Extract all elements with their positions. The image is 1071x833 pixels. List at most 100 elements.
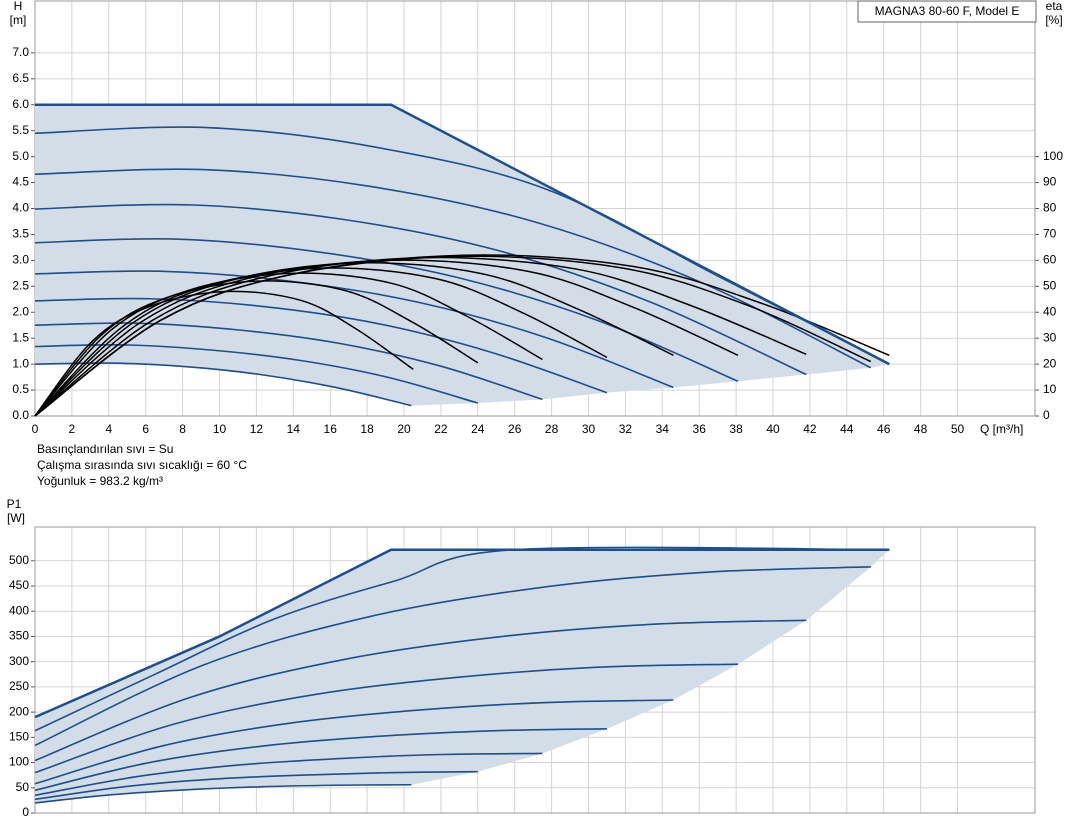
- y-tick-label: 200: [9, 704, 29, 718]
- y-tick-label: 450: [9, 578, 29, 592]
- x-tick-label: 34: [656, 422, 670, 436]
- x-tick-label: 32: [619, 422, 633, 436]
- curve: [34, 362, 412, 407]
- y2-tick-label: 50: [1043, 278, 1057, 292]
- x-tick-label: 20: [397, 422, 411, 436]
- x-tick-label: 22: [434, 422, 448, 436]
- x-tick-label: 18: [360, 422, 374, 436]
- y2-tick-label: 60: [1043, 253, 1057, 267]
- curve: [34, 783, 412, 804]
- y-tick-label: 6.0: [12, 97, 29, 111]
- x-tick-label: 36: [693, 422, 707, 436]
- y-tick-label: 350: [9, 629, 29, 643]
- y2-tick-label: 30: [1043, 330, 1057, 344]
- limit-curve: [35, 103, 890, 366]
- y-tick-label: 6.5: [12, 71, 29, 85]
- chart-title: MAGNA3 80-60 F, Model E: [875, 4, 1020, 18]
- y-tick-label: 400: [9, 603, 29, 617]
- x-tick-label: 38: [729, 422, 743, 436]
- curve: [34, 566, 871, 747]
- plot: 0 50 100 150 200 250 300 350 400 450 500: [9, 526, 1036, 819]
- x-tick-label: 42: [803, 422, 817, 436]
- y2-tick-label: 80: [1043, 201, 1057, 215]
- y-axis-unit: [W]: [7, 511, 25, 525]
- x-tick-label: 10: [213, 422, 227, 436]
- x-tick-label: 26: [508, 422, 522, 436]
- y2-tick-label: 10: [1043, 382, 1057, 396]
- x-tick-label: 48: [914, 422, 928, 436]
- y-axis-label: P1: [7, 497, 22, 511]
- y-tick-label: 50: [16, 780, 30, 794]
- y2-tick-label: 0: [1043, 408, 1050, 422]
- y2-tick-label: 20: [1043, 356, 1057, 370]
- y-tick-label: 250: [9, 679, 29, 693]
- note: Basınçlandırılan sıvı = Su: [37, 442, 173, 456]
- y-tick-label: 3.0: [12, 253, 29, 267]
- y-axis-unit: [m]: [10, 13, 27, 27]
- curve: [34, 297, 608, 394]
- y-axis-label: H: [14, 0, 23, 13]
- y-tick-label: 4.0: [12, 201, 29, 215]
- y-tick-label: 2.0: [12, 304, 29, 318]
- x-tick-label: 0: [32, 422, 39, 436]
- y-tick-label: 5.5: [12, 123, 29, 137]
- x-tick-label: 12: [250, 422, 264, 436]
- y2-tick-label: 100: [1043, 149, 1063, 163]
- curve: [34, 344, 479, 404]
- x-axis-label: Q [m³/h]: [980, 422, 1023, 436]
- y-tick-label: 150: [9, 730, 29, 744]
- curve: [34, 770, 478, 801]
- y-tick-label: 1.5: [12, 330, 29, 344]
- curve: [34, 272, 543, 417]
- y-tick-label: 5.0: [12, 149, 29, 163]
- y-tick-label: 100: [9, 755, 29, 769]
- curve: [34, 280, 479, 417]
- y2-axis-label: eta: [1046, 0, 1063, 13]
- plot-frame: [34, 526, 1036, 814]
- curve: [34, 752, 543, 797]
- limit-curve: [34, 548, 890, 719]
- y2-tick-label: 90: [1043, 175, 1057, 189]
- x-tick-label: 4: [105, 422, 112, 436]
- curve: [34, 254, 890, 417]
- plot: 0 2 4 6 8 10 12 14 16 18 20 22 24 26 28 30 32 34 36 38 40 42 4…: [12, 0, 1063, 436]
- title-box: [857, 0, 1037, 23]
- y-tick-label: 7.0: [12, 45, 29, 59]
- curve: [34, 619, 807, 762]
- x-tick-label: 14: [287, 422, 301, 436]
- x-tick-label: 6: [142, 422, 149, 436]
- x-tick-label: 50: [951, 422, 965, 436]
- y-tick-label: 4.5: [12, 175, 29, 189]
- y-tick-label: 1.0: [12, 356, 29, 370]
- x-tick-label: 8: [179, 422, 186, 436]
- x-tick-label: 44: [840, 422, 854, 436]
- x-tick-label: 46: [877, 422, 891, 436]
- x-tick-label: 2: [69, 422, 76, 436]
- x-tick-label: 40: [766, 422, 780, 436]
- curve: [34, 322, 543, 401]
- x-tick-label: 24: [471, 422, 485, 436]
- y2-tick-label: 70: [1043, 227, 1057, 241]
- curve: [34, 663, 738, 774]
- x-tick-label: 30: [582, 422, 596, 436]
- y-tick-label: 0.5: [12, 382, 29, 396]
- note: Yoğunluk = 983.2 kg/m³: [37, 474, 163, 488]
- curve: [34, 699, 674, 785]
- y-tick-label: 2.5: [12, 278, 29, 292]
- curve: [34, 727, 607, 792]
- y-tick-label: 0.0: [12, 408, 29, 422]
- x-tick-label: 28: [545, 422, 559, 436]
- note: Çalışma sırasında sıvı sıcaklığı = 60 °C: [37, 458, 247, 472]
- y-tick-label: 300: [9, 654, 29, 668]
- curve: [34, 546, 890, 732]
- curve: [34, 270, 674, 389]
- curve: [34, 168, 872, 369]
- x-tick-label: 16: [324, 422, 338, 436]
- y2-axis-unit: [%]: [1045, 13, 1062, 27]
- y2-tick-label: 40: [1043, 304, 1057, 318]
- curve: [34, 203, 807, 376]
- y-tick-label: 3.5: [12, 227, 29, 241]
- y-tick-label: 500: [9, 553, 29, 567]
